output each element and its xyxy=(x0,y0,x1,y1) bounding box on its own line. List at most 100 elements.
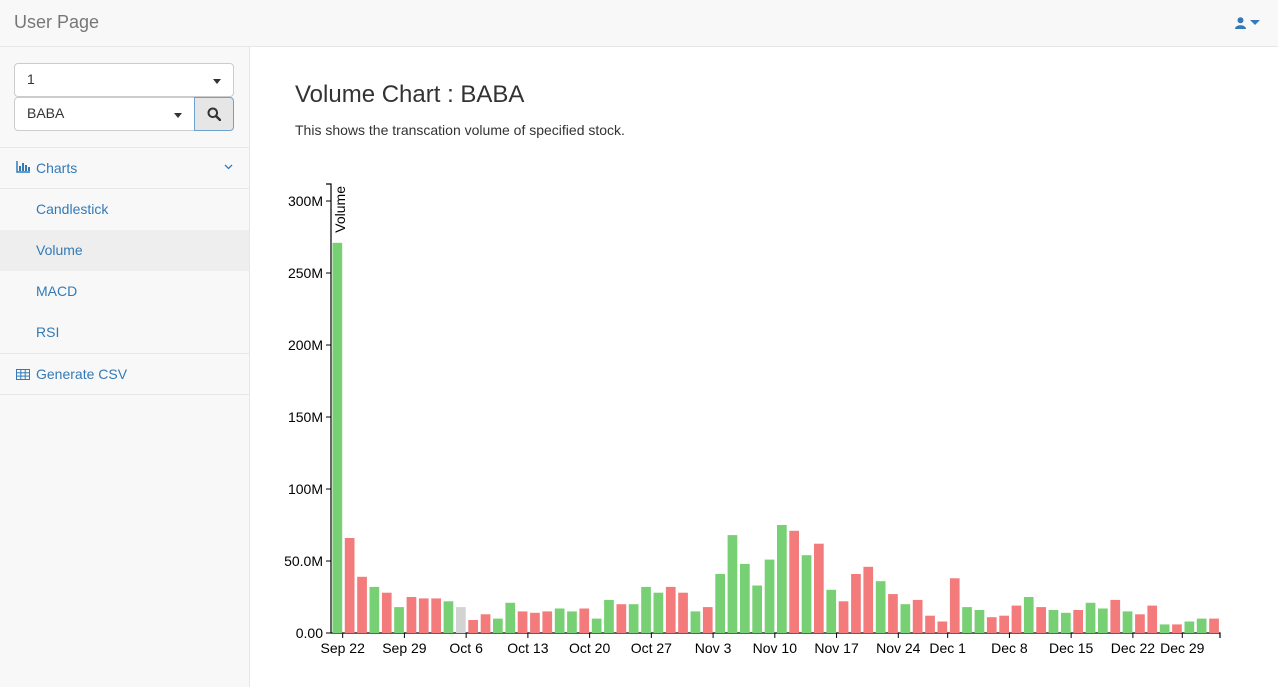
volume-bar xyxy=(1147,605,1158,633)
sidebar-item-volume[interactable]: Volume xyxy=(0,230,249,271)
x-tick-label: Oct 27 xyxy=(631,640,672,656)
volume-bar xyxy=(554,608,565,633)
volume-bar xyxy=(863,566,874,633)
y-tick-label: 50.0M xyxy=(284,553,323,569)
volume-bar xyxy=(740,563,750,633)
sidebar-nav: Charts Candlestick Volume MACD RSI xyxy=(0,147,249,395)
period-select-value: 1 xyxy=(27,71,35,87)
user-menu-dropdown[interactable] xyxy=(1235,14,1260,29)
volume-bar xyxy=(567,611,577,633)
volume-bar xyxy=(1196,618,1207,633)
volume-bar xyxy=(418,598,429,633)
caret-down-icon xyxy=(1250,19,1260,25)
table-icon xyxy=(16,369,30,380)
main-content: Volume Chart : BABA This shows the trans… xyxy=(250,47,1278,687)
x-tick-label: Oct 20 xyxy=(569,640,610,656)
volume-bar xyxy=(641,586,651,633)
volume-bar xyxy=(1184,621,1195,633)
volume-bar xyxy=(912,599,923,633)
sidebar: 1 BABA Charts Candlestick xyxy=(0,47,250,687)
sidebar-item-generate-csv[interactable]: Generate CSV xyxy=(0,354,249,395)
stock-select[interactable]: BABA xyxy=(14,97,195,131)
volume-bar xyxy=(949,578,960,633)
period-select[interactable]: 1 xyxy=(14,63,234,97)
stock-select-value: BABA xyxy=(27,105,65,121)
volume-bar xyxy=(690,611,701,633)
volume-bar xyxy=(517,611,528,633)
volume-bar xyxy=(999,615,1009,633)
volume-bar xyxy=(665,586,676,633)
volume-bar xyxy=(962,607,972,633)
volume-bar xyxy=(357,576,367,633)
y-tick-label: 300M xyxy=(288,193,323,209)
volume-bar xyxy=(727,535,738,633)
volume-bar xyxy=(900,604,911,633)
x-tick-label: Oct 6 xyxy=(449,640,483,656)
chevron-down-icon xyxy=(224,164,233,170)
x-tick-label: Oct 13 xyxy=(507,640,548,656)
sidebar-item-label: MACD xyxy=(36,283,78,299)
volume-bar xyxy=(814,543,824,633)
x-tick-label: Nov 10 xyxy=(753,640,798,656)
x-tick-label: Dec 8 xyxy=(991,640,1028,656)
volume-bar xyxy=(1135,614,1145,633)
search-button[interactable] xyxy=(194,97,234,131)
volume-bar xyxy=(715,574,725,633)
volume-bar xyxy=(1011,605,1022,633)
sidebar-item-charts[interactable]: Charts xyxy=(0,148,249,189)
volume-bar xyxy=(653,592,664,633)
volume-bar xyxy=(702,607,713,633)
page-title: Volume Chart : BABA xyxy=(295,81,525,108)
sidebar-item-label: Candlestick xyxy=(36,201,109,217)
sidebar-item-candlestick[interactable]: Candlestick xyxy=(0,189,249,230)
volume-chart: 0.00 50.0M 100M 150M 200M 250M 300M Volume Sep 2… xyxy=(284,183,1221,656)
volume-bar xyxy=(875,581,886,633)
volume-bar xyxy=(826,589,837,633)
brand-title[interactable]: User Page xyxy=(14,12,100,32)
sidebar-item-rsi[interactable]: RSI xyxy=(0,312,249,353)
volume-bar xyxy=(925,615,935,633)
x-tick-label: Dec 22 xyxy=(1111,640,1156,656)
sidebar-item-macd[interactable]: MACD xyxy=(0,271,249,312)
y-tick-label: 150M xyxy=(288,409,323,425)
volume-bar xyxy=(838,601,849,633)
volume-bar xyxy=(801,555,812,633)
volume-bar xyxy=(468,620,478,633)
x-tick-label: Nov 17 xyxy=(814,640,859,656)
page-description: This shows the transcation volume of spe… xyxy=(295,122,625,138)
volume-bar xyxy=(591,618,602,633)
x-tick-label: Dec 15 xyxy=(1049,640,1094,656)
volume-bar xyxy=(344,538,355,633)
volume-bar xyxy=(986,617,997,633)
y-tick-label: 200M xyxy=(288,337,323,353)
volume-bar xyxy=(678,592,688,633)
sidebar-item-label: Volume xyxy=(36,242,83,258)
volume-bar xyxy=(777,525,787,633)
volume-bar xyxy=(394,607,404,633)
volume-bar xyxy=(1122,611,1133,633)
volume-bar xyxy=(764,559,775,633)
y-axis-label: Volume xyxy=(332,186,348,233)
user-icon xyxy=(1235,16,1247,29)
navbar: User Page xyxy=(0,0,1278,47)
volume-bar xyxy=(1048,610,1059,633)
volume-bar xyxy=(579,608,590,633)
volume-bar xyxy=(456,607,466,633)
bar-chart-icon xyxy=(16,161,30,173)
y-tick-label: 100M xyxy=(288,481,323,497)
x-tick-label: Sep 22 xyxy=(320,640,365,656)
x-tick-label: Dec 1 xyxy=(929,640,966,656)
volume-bar xyxy=(530,612,540,633)
volume-bar xyxy=(616,604,627,633)
volume-bar xyxy=(851,574,861,633)
sidebar-item-label: RSI xyxy=(36,324,60,340)
volume-bar xyxy=(1061,612,1071,633)
volume-bar xyxy=(332,242,343,634)
volume-bar xyxy=(789,530,799,633)
y-tick-label: 0.00 xyxy=(296,625,323,641)
volume-bar xyxy=(974,610,985,633)
sidebar-item-label: Charts xyxy=(36,160,78,176)
volume-bar xyxy=(1209,618,1219,633)
volume-bar xyxy=(604,599,614,633)
x-tick-label: Sep 29 xyxy=(382,640,427,656)
